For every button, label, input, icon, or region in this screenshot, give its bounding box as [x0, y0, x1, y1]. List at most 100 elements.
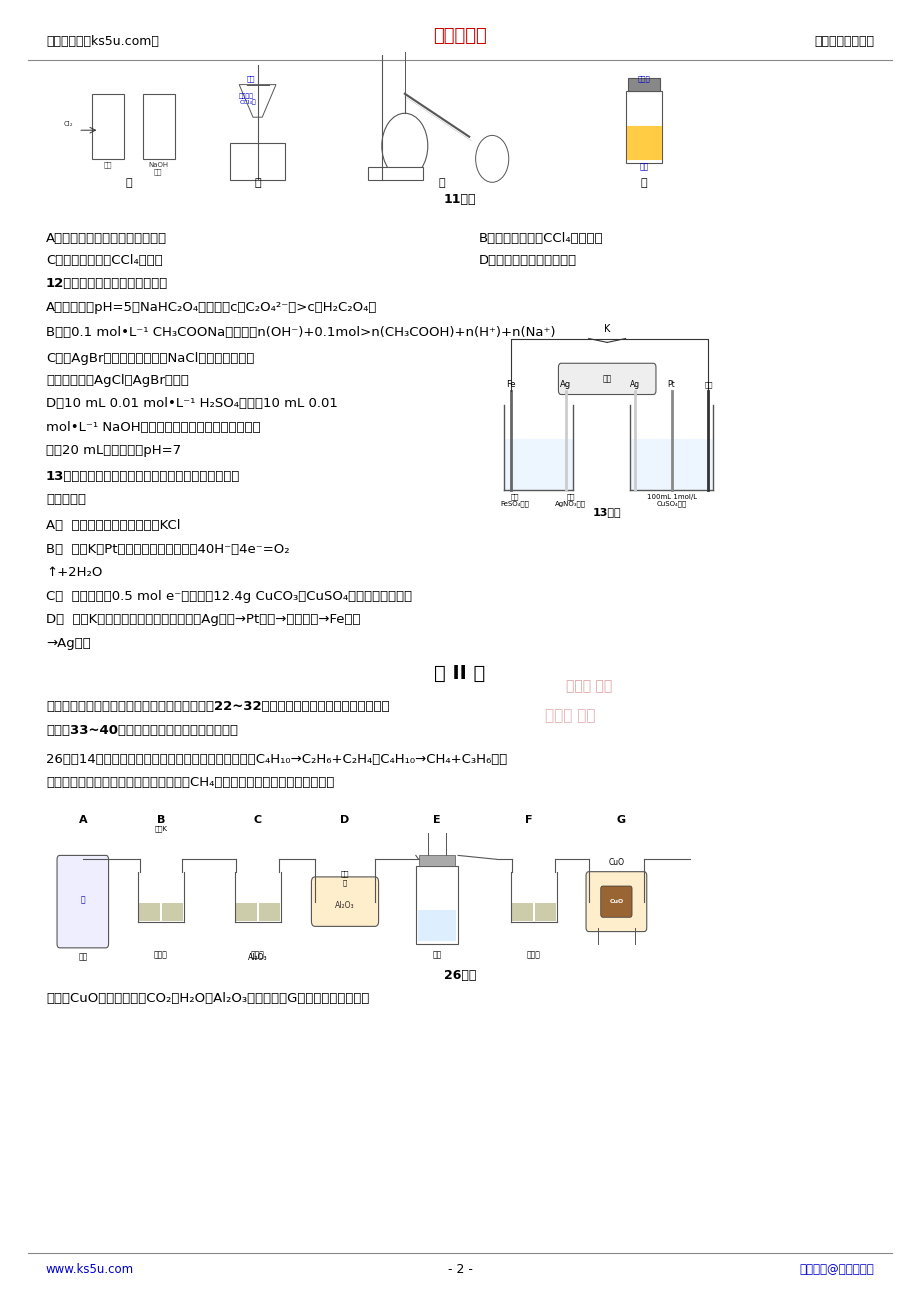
- Text: C．向AgBr的饱和溶液中加入NaCl固体，有白色固: C．向AgBr的饱和溶液中加入NaCl固体，有白色固: [46, 352, 254, 365]
- Text: 足量: 足量: [565, 493, 574, 500]
- Text: Cl₂: Cl₂: [64, 121, 74, 128]
- Bar: [630, 439, 712, 490]
- Text: mol•L⁻¹ NaOH溶液充分混合，若混合后溶液的体: mol•L⁻¹ NaOH溶液充分混合，若混合后溶液的体: [46, 421, 260, 434]
- Text: CuSO₄溶液: CuSO₄溶液: [656, 500, 686, 506]
- Text: 三、非选择题：包括必考题和选考题两部分。第22~32题为必考题，每个试题考生都必须作: 三、非选择题：包括必考题和选考题两部分。第22~32题为必考题，每个试题考生都必…: [46, 700, 390, 713]
- Text: B．用装置乙分离CCl₄层和水层: B．用装置乙分离CCl₄层和水层: [478, 232, 602, 245]
- Text: 溶液: 溶液: [153, 168, 163, 174]
- Text: Al₂O₃: Al₂O₃: [247, 953, 267, 962]
- Text: 沙小虎 沪讨: 沙小虎 沪讨: [565, 680, 611, 693]
- Bar: [230, 143, 285, 180]
- Text: 高考资源网（ks5u.com）: 高考资源网（ks5u.com）: [46, 35, 159, 48]
- Text: 乙: 乙: [254, 178, 261, 189]
- Bar: [368, 167, 423, 180]
- Text: NaOH: NaOH: [148, 161, 168, 168]
- Text: C．  导线中流过0.5 mol e⁻时，加入12.4g CuCO₃，CuSO₄溶液可恢复原组成: C． 导线中流过0.5 mol e⁻时，加入12.4g CuCO₃，CuSO₄溶…: [46, 590, 412, 603]
- Text: 丁烷: 丁烷: [78, 953, 87, 962]
- Text: 您身边的高考专家: 您身边的高考专家: [813, 35, 873, 48]
- Text: 盐桥: 盐桥: [602, 375, 611, 383]
- Text: 溶液层的: 溶液层的: [239, 92, 254, 99]
- Text: 100mL 1mol/L: 100mL 1mol/L: [646, 493, 696, 500]
- Text: F: F: [525, 815, 532, 825]
- Text: Ag: Ag: [560, 380, 571, 389]
- Text: 13．某小组用如图装置进行实验，下列说法不正确的: 13．某小组用如图装置进行实验，下列说法不正确的: [46, 470, 240, 483]
- Text: 甲: 甲: [125, 178, 132, 189]
- Text: ↑+2H₂O: ↑+2H₂O: [46, 566, 102, 579]
- Text: D．  闭合K，整个电路中电流的流向为：Ag电极→Pt电极→石墨电极→Fe电极: D． 闭合K，整个电路中电流的流向为：Ag电极→Pt电极→石墨电极→Fe电极: [46, 613, 360, 626]
- Text: 体析出，说明AgCl比AgBr更难溶: 体析出，说明AgCl比AgBr更难溶: [46, 374, 188, 387]
- Text: FeSO₄溶液: FeSO₄溶液: [500, 500, 529, 506]
- Text: E: E: [433, 815, 440, 825]
- Text: D: D: [340, 815, 349, 825]
- Text: Ag: Ag: [629, 380, 640, 389]
- Text: 水: 水: [80, 896, 85, 905]
- Text: 沙小虎 沪讨: 沙小虎 沪讨: [545, 708, 595, 724]
- Text: B: B: [156, 815, 165, 825]
- Text: B．在0.1 mol•L⁻¹ CH₃COONa溶液中：n(OH⁻)+0.1mol>n(CH₃COOH)+n(H⁺)+n(Na⁺): B．在0.1 mol•L⁻¹ CH₃COONa溶液中：n(OH⁻)+0.1mol…: [46, 326, 555, 339]
- Text: （注：CuO能将烃氧化成CO₂和H₂O；Al₂O₃是催化剂，G后面装置已省略。）: （注：CuO能将烃氧化成CO₂和H₂O；Al₂O₃是催化剂，G后面装置已省略。）: [46, 992, 369, 1005]
- Text: 水层: 水层: [246, 76, 255, 82]
- Text: 橡皮塞: 橡皮塞: [637, 76, 650, 82]
- FancyBboxPatch shape: [311, 878, 379, 927]
- Text: A: A: [78, 815, 87, 825]
- Text: AgNO₃溶液: AgNO₃溶液: [554, 500, 585, 506]
- Circle shape: [475, 135, 508, 182]
- Bar: [628, 78, 659, 91]
- Text: CuO: CuO: [608, 900, 623, 904]
- Text: 碱石灰: 碱石灰: [526, 950, 540, 960]
- Text: 丁: 丁: [640, 178, 647, 189]
- Text: Fe: Fe: [505, 380, 515, 389]
- Bar: [235, 904, 256, 922]
- Text: 碱石灰: 碱石灰: [250, 950, 265, 960]
- Text: 开关K: 开关K: [154, 825, 167, 832]
- Bar: [625, 91, 662, 163]
- Bar: [139, 904, 160, 922]
- Text: B．  闭合K，Pt电极上发生的反应为：40H⁻－4e⁻=O₂: B． 闭合K，Pt电极上发生的反应为：40H⁻－4e⁻=O₂: [46, 543, 289, 556]
- Text: Pt: Pt: [667, 380, 675, 389]
- Text: 电热: 电热: [340, 871, 349, 878]
- Circle shape: [381, 113, 427, 178]
- Text: 是（　　）: 是（ ）: [46, 493, 85, 506]
- Text: - 2 -: - 2 -: [447, 1263, 472, 1276]
- Text: K: K: [604, 324, 609, 335]
- Polygon shape: [239, 85, 276, 117]
- Text: 13题图: 13题图: [592, 506, 621, 517]
- Text: 高考资源网: 高考资源网: [433, 27, 486, 46]
- Text: 液溴: 液溴: [639, 163, 648, 172]
- Text: Al₂O₃: Al₂O₃: [335, 901, 355, 910]
- Text: 12．下列叙述正确的是（　　）: 12．下列叙述正确的是（ ）: [46, 277, 168, 290]
- Text: 丙: 丙: [437, 178, 445, 189]
- Bar: [534, 904, 555, 922]
- Text: 26．（14分）丁烷的催化裂解可按下列两种方式进行：C₄H₁₀→C₂H₆+C₂H₄；C₄H₁₀→CH₄+C₃H₆；某: 26．（14分）丁烷的催化裂解可按下列两种方式进行：C₄H₁₀→C₂H₆+C₂H…: [46, 753, 506, 766]
- Text: A．用装置甲氧化废液中的溴化钠: A．用装置甲氧化废液中的溴化钠: [46, 232, 167, 245]
- Text: A．  盐桥中的电解质不可以用KCl: A． 盐桥中的电解质不可以用KCl: [46, 519, 180, 533]
- FancyBboxPatch shape: [558, 363, 655, 395]
- Bar: [626, 126, 661, 159]
- Text: 足量: 足量: [510, 493, 519, 500]
- Bar: [162, 904, 183, 922]
- Text: 液水: 液水: [432, 950, 441, 960]
- Text: 11题图: 11题图: [443, 193, 476, 206]
- Text: 化学兴趣小组的同学为测定丁烷裂解气中CH₄的物质的量，设计实验如图所示：: 化学兴趣小组的同学为测定丁烷裂解气中CH₄的物质的量，设计实验如图所示：: [46, 776, 334, 789]
- Bar: [258, 904, 279, 922]
- Text: 碱石灰: 碱石灰: [153, 950, 168, 960]
- Text: 积为20 mL，则溶液的pH=7: 积为20 mL，则溶液的pH=7: [46, 444, 181, 457]
- Bar: [417, 910, 456, 941]
- Bar: [418, 855, 454, 866]
- Text: 答。第33~40题为选考题，考生根据要求作答。: 答。第33~40题为选考题，考生根据要求作答。: [46, 724, 238, 737]
- Text: C．用装置丙分离CCl₄和液溴: C．用装置丙分离CCl₄和液溴: [46, 254, 163, 267]
- Text: 26题图: 26题图: [443, 969, 476, 982]
- FancyBboxPatch shape: [585, 872, 646, 932]
- Text: C: C: [254, 815, 261, 825]
- Text: CCl₄层: CCl₄层: [239, 99, 255, 105]
- FancyBboxPatch shape: [57, 855, 108, 948]
- Bar: [504, 439, 572, 490]
- Text: www.ks5u.com: www.ks5u.com: [46, 1263, 134, 1276]
- Text: CuO: CuO: [607, 858, 624, 867]
- Text: A．常温下，pH=5的NaHC₂O₄溶液中：c（C₂O₄²⁻）>c（H₂C₂O₄）: A．常温下，pH=5的NaHC₂O₄溶液中：c（C₂O₄²⁻）>c（H₂C₂O₄…: [46, 301, 377, 314]
- Bar: [415, 866, 457, 944]
- Text: 管: 管: [343, 880, 346, 887]
- Text: 版权所有@高考资源网: 版权所有@高考资源网: [799, 1263, 873, 1276]
- Text: 废液: 废液: [103, 161, 112, 168]
- Bar: [92, 94, 124, 159]
